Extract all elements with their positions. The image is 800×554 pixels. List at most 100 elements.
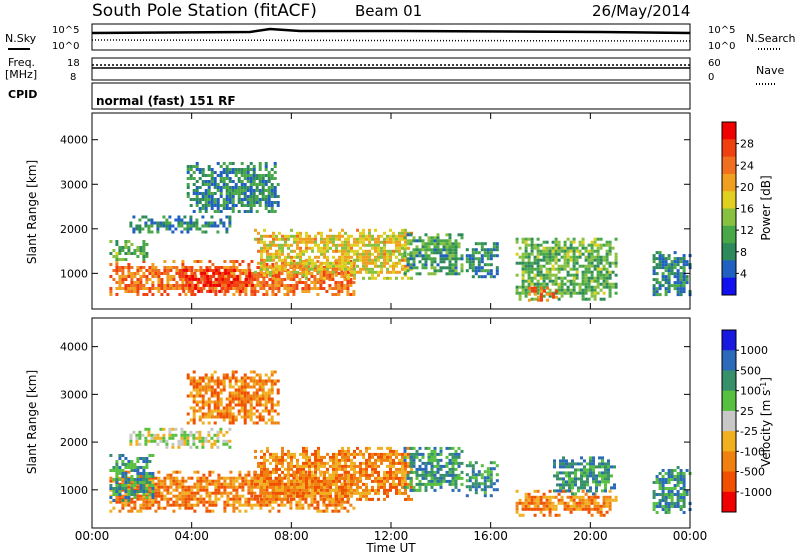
heatmap-cell [676,269,680,273]
heatmap-cell [590,291,594,295]
heatmap-cell [209,283,213,287]
heatmap-cell [524,246,528,250]
heatmap-cell [562,456,565,460]
heatmap-cell [133,469,137,472]
heatmap-cell [667,281,671,285]
heatmap-cell [451,263,455,267]
heatmap-cell [329,494,332,498]
heatmap-cell [301,260,305,263]
heatmap-cell [332,237,335,241]
heatmap-cell [574,474,577,478]
heatmap-cell [574,477,577,481]
heatmap-cell [226,497,230,501]
heatmap-cell [214,482,218,486]
heatmap-cell [257,240,260,244]
heatmap-cell [392,461,395,465]
heatmap-cell [655,272,659,276]
heatmap-cell [305,246,308,250]
heatmap-cell [299,252,302,256]
heatmap-cell [305,482,308,486]
heatmap-cell [214,266,218,269]
heatmap-cell [442,254,446,258]
heatmap-cell [536,249,540,253]
heatmap-cell [460,233,464,237]
heatmap-cell [596,255,600,259]
heatmap-cell [136,266,140,269]
heatmap-cell [201,415,205,419]
heatmap-cell [652,293,656,297]
heatmap-cell [352,266,356,269]
heatmap-cell [180,436,184,440]
heatmap-cell [335,491,338,495]
heatmap-cell [483,479,487,483]
heatmap-cell [144,439,148,443]
heatmap-cell [223,482,227,486]
heatmap-cell [190,485,194,489]
heatmap-cell [198,382,202,386]
heatmap-cell [246,171,250,174]
heatmap-cell [249,195,253,198]
heatmap-cell [338,452,341,456]
heatmap-cell [480,476,484,480]
heatmap-cell [536,288,540,292]
heatmap-cell [225,230,229,234]
heatmap-cell [349,491,353,495]
heatmap-cell [439,482,443,486]
heatmap-cell [389,458,392,462]
heatmap-cell [524,495,528,499]
heatmap-cell [229,491,233,495]
heatmap-cell [198,418,202,422]
heatmap-cell [344,255,347,259]
heatmap-cell [263,246,266,250]
heatmap-cell [278,267,281,271]
heatmap-cell [296,485,299,489]
heatmap-cell [574,462,577,466]
heatmap-cell [187,494,191,498]
heatmap-cell [213,177,217,180]
heatmap-cell [608,501,612,505]
heatmap-cell [256,497,260,501]
heatmap-cell [362,267,365,271]
heatmap-cell [515,510,519,514]
heatmap-cell [398,452,401,456]
heatmap-cell [118,269,122,272]
heatmap-cell [195,218,199,222]
heatmap-cell [556,483,559,487]
heatmap-cell [207,388,211,392]
heatmap-cell [250,260,254,263]
heatmap-cell [392,479,395,483]
heatmap-cell [403,455,407,459]
heatmap-cell [112,269,116,272]
heatmap-cell [198,198,202,201]
heatmap-cell [272,267,275,271]
heatmap-cell [527,492,531,496]
heatmap-cell [492,245,496,249]
heatmap-cell [156,230,160,234]
heatmap-cell [584,279,588,283]
heatmap-cell [353,452,356,456]
heatmap-cell [281,452,284,456]
heatmap-cell [430,461,434,465]
heatmap-cell [207,397,211,401]
heatmap-cell [121,463,125,466]
heatmap-cell [667,272,671,276]
heatmap-cell [599,258,603,262]
heatmap-cell [344,449,347,453]
heatmap-cell [395,237,398,241]
heatmap-cell [277,287,281,290]
heatmap-cell [386,446,389,450]
heatmap-cell [217,479,221,483]
heatmap-cell [486,263,490,267]
heatmap-cell [184,287,188,290]
heatmap-cell [527,276,531,280]
heatmap-cell [260,488,263,492]
heatmap-cell [256,503,260,507]
heatmap-cell [380,261,383,265]
heatmap-cell [421,263,425,267]
heatmap-cell [238,503,242,507]
heatmap-band [254,446,413,501]
heatmap-cell [602,276,606,280]
heatmap-cell [231,192,235,195]
heatmap-cell [365,449,368,453]
heatmap-cell [311,246,314,250]
